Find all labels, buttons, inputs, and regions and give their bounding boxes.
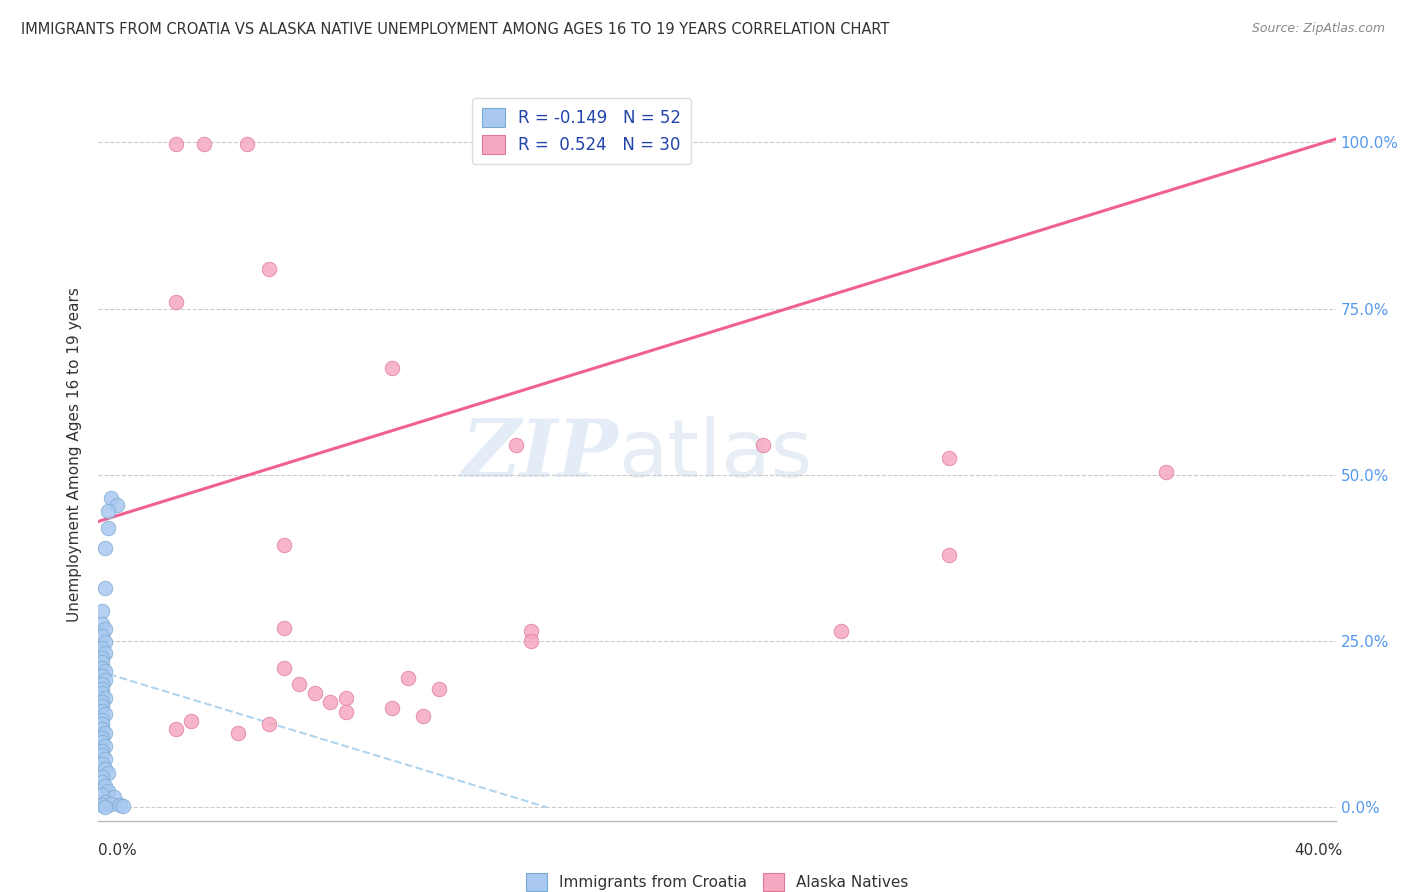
Point bbox=[90, 748, 112, 763]
Point bbox=[90, 717, 112, 731]
Point bbox=[90, 604, 112, 618]
Point bbox=[93, 646, 115, 660]
Point bbox=[93, 799, 115, 814]
Point bbox=[100, 797, 122, 811]
Point bbox=[93, 622, 115, 636]
Point bbox=[90, 677, 112, 691]
Point bbox=[93, 779, 115, 793]
Point bbox=[90, 661, 112, 675]
Point bbox=[427, 681, 450, 696]
Point bbox=[226, 726, 249, 740]
Point bbox=[97, 783, 120, 797]
Text: 0.0%: 0.0% bbox=[98, 843, 138, 858]
Point bbox=[93, 581, 115, 595]
Point bbox=[335, 705, 357, 719]
Point bbox=[90, 656, 112, 670]
Point bbox=[236, 136, 259, 151]
Point bbox=[396, 671, 419, 685]
Text: atlas: atlas bbox=[619, 416, 813, 494]
Point bbox=[90, 699, 112, 714]
Point bbox=[938, 548, 960, 562]
Point bbox=[97, 765, 120, 780]
Point bbox=[90, 704, 112, 718]
Point bbox=[90, 775, 112, 789]
Point bbox=[520, 624, 543, 639]
Point bbox=[90, 629, 112, 643]
Point bbox=[165, 295, 187, 310]
Point bbox=[257, 261, 280, 276]
Point bbox=[90, 668, 112, 682]
Text: IMMIGRANTS FROM CROATIA VS ALASKA NATIVE UNEMPLOYMENT AMONG AGES 16 TO 19 YEARS : IMMIGRANTS FROM CROATIA VS ALASKA NATIVE… bbox=[21, 22, 890, 37]
Point bbox=[90, 735, 112, 749]
Point bbox=[90, 695, 112, 709]
Point bbox=[938, 451, 960, 466]
Point bbox=[90, 789, 112, 803]
Point bbox=[288, 677, 311, 691]
Point bbox=[100, 491, 122, 505]
Point bbox=[273, 661, 295, 675]
Point bbox=[90, 771, 112, 785]
Point bbox=[97, 504, 120, 518]
Point bbox=[108, 797, 131, 812]
Point bbox=[505, 438, 527, 452]
Point bbox=[90, 798, 112, 813]
Legend: Immigrants from Croatia, Alaska Natives: Immigrants from Croatia, Alaska Natives bbox=[519, 867, 915, 892]
Point bbox=[103, 790, 125, 805]
Point bbox=[90, 617, 112, 632]
Point bbox=[90, 757, 112, 772]
Point bbox=[520, 634, 543, 648]
Point bbox=[273, 621, 295, 635]
Point bbox=[90, 640, 112, 655]
Point bbox=[830, 624, 852, 639]
Point bbox=[93, 673, 115, 687]
Point bbox=[304, 686, 326, 700]
Point bbox=[319, 695, 342, 709]
Point bbox=[1154, 465, 1177, 479]
Point bbox=[93, 707, 115, 722]
Point bbox=[93, 762, 115, 776]
Point bbox=[93, 726, 115, 740]
Point bbox=[105, 498, 128, 512]
Point bbox=[93, 635, 115, 649]
Point bbox=[90, 722, 112, 736]
Point bbox=[112, 799, 135, 814]
Point bbox=[257, 717, 280, 731]
Text: ZIP: ZIP bbox=[461, 417, 619, 493]
Point bbox=[93, 664, 115, 678]
Point bbox=[165, 136, 187, 151]
Point bbox=[165, 722, 187, 736]
Point bbox=[381, 361, 404, 376]
Point bbox=[97, 521, 120, 535]
Point bbox=[93, 739, 115, 754]
Text: 40.0%: 40.0% bbox=[1295, 843, 1343, 858]
Point bbox=[180, 714, 202, 728]
Point bbox=[273, 538, 295, 552]
Point bbox=[193, 136, 215, 151]
Y-axis label: Unemployment Among Ages 16 to 19 years: Unemployment Among Ages 16 to 19 years bbox=[67, 287, 83, 623]
Point bbox=[412, 709, 434, 723]
Point bbox=[93, 541, 115, 555]
Point bbox=[90, 686, 112, 700]
Point bbox=[90, 650, 112, 665]
Point bbox=[93, 795, 115, 809]
Point bbox=[93, 690, 115, 705]
Point bbox=[90, 744, 112, 758]
Point bbox=[335, 690, 357, 705]
Point bbox=[381, 700, 404, 714]
Point bbox=[90, 681, 112, 696]
Point bbox=[752, 438, 775, 452]
Point bbox=[93, 752, 115, 766]
Point bbox=[90, 713, 112, 727]
Text: Source: ZipAtlas.com: Source: ZipAtlas.com bbox=[1251, 22, 1385, 36]
Point bbox=[90, 731, 112, 745]
